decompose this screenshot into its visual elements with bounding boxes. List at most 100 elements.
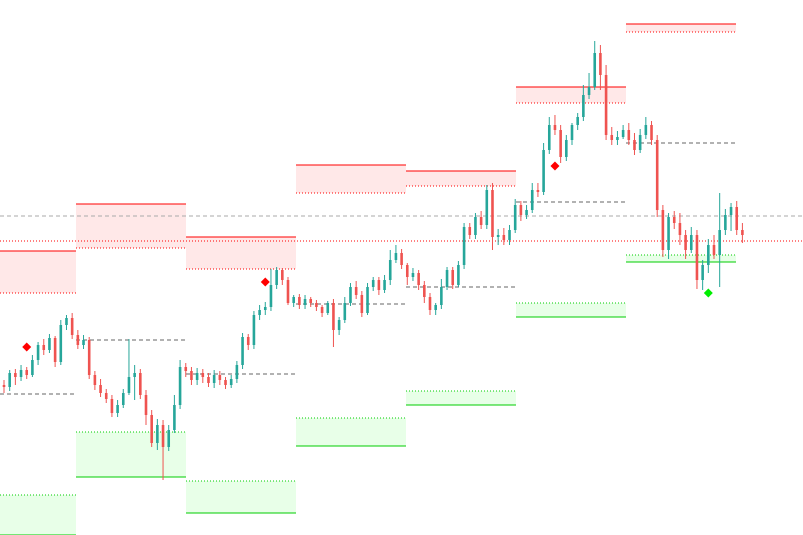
- candle-up: [195, 373, 199, 380]
- candle-down: [610, 135, 614, 140]
- candle-up: [121, 393, 125, 405]
- candle-up: [525, 210, 528, 215]
- candle-up: [229, 379, 233, 385]
- candle-up: [82, 340, 85, 345]
- support-zone: [296, 418, 406, 446]
- candle-up: [19, 370, 23, 377]
- sell-signal-marker: [22, 342, 32, 352]
- candle-down: [741, 230, 744, 235]
- sell-signal-marker: [260, 277, 270, 287]
- candle-down: [599, 53, 602, 75]
- candle-up: [411, 273, 415, 277]
- candle-down: [627, 130, 631, 140]
- candle-down: [139, 373, 142, 395]
- candle-up: [212, 375, 216, 383]
- support-zone: [406, 391, 516, 405]
- candle-down: [190, 371, 193, 380]
- resistance-zone: [516, 87, 626, 103]
- candle-up: [156, 425, 159, 443]
- candle-up: [644, 125, 648, 135]
- candle-down: [661, 210, 665, 250]
- candle-up: [667, 217, 670, 250]
- candle-up: [587, 87, 591, 95]
- zones-layer: [0, 24, 736, 535]
- candle-down: [417, 273, 420, 285]
- candle-down: [218, 375, 222, 380]
- support-zone: [516, 303, 626, 317]
- candle-up: [724, 215, 727, 230]
- candle-up: [337, 320, 341, 330]
- candle-up: [508, 230, 511, 240]
- candle-down: [536, 190, 540, 192]
- candle-up: [292, 297, 295, 303]
- candle-down: [354, 287, 358, 295]
- candle-up: [701, 265, 704, 280]
- candle-up: [485, 190, 489, 225]
- candles-layer: [2, 41, 744, 480]
- candle-up: [133, 373, 136, 377]
- candle-down: [14, 373, 17, 377]
- candle-up: [31, 360, 34, 375]
- candle-up: [576, 117, 579, 125]
- candle-down: [286, 280, 290, 303]
- candle-down: [735, 207, 739, 230]
- candle-down: [377, 280, 381, 290]
- candle-down: [201, 373, 205, 377]
- candle-up: [570, 125, 574, 140]
- support-zone: [626, 255, 736, 262]
- resistance-zone: [76, 204, 186, 248]
- candle-down: [25, 370, 29, 375]
- buy-signal-marker: [703, 288, 713, 298]
- candle-up: [729, 207, 733, 215]
- candle-up: [707, 245, 710, 265]
- candle-up: [718, 230, 721, 255]
- candle-down: [76, 335, 80, 345]
- candle-down: [519, 205, 523, 215]
- candle-down: [99, 385, 102, 393]
- candle-down: [246, 337, 250, 345]
- candle-up: [371, 280, 375, 287]
- candle-up: [241, 337, 244, 365]
- candle-down: [633, 140, 636, 150]
- candle-up: [474, 217, 477, 235]
- candle-down: [309, 299, 313, 303]
- candle-down: [468, 227, 472, 235]
- candle-up: [258, 310, 261, 315]
- candle-up: [167, 430, 171, 447]
- candle-up: [116, 405, 119, 413]
- candle-up: [616, 137, 619, 140]
- candle-up: [530, 190, 534, 210]
- markers-layer: [22, 161, 713, 352]
- candle-down: [479, 217, 483, 225]
- candle-down: [604, 75, 608, 135]
- candle-down: [553, 125, 557, 130]
- candle-up: [621, 130, 625, 137]
- candle-down: [150, 415, 153, 443]
- candle-down: [104, 393, 108, 399]
- candle-up: [8, 373, 11, 387]
- candle-down: [405, 265, 409, 277]
- candle-up: [547, 125, 551, 150]
- support-zone: [0, 495, 76, 535]
- candle-up: [638, 135, 642, 150]
- candle-up: [582, 95, 585, 117]
- candle-down: [53, 338, 57, 362]
- candle-down: [87, 340, 91, 375]
- candle-up: [593, 53, 597, 87]
- candle-down: [712, 245, 716, 255]
- candle-up: [383, 280, 386, 290]
- candle-down: [360, 295, 364, 313]
- candle-down: [207, 377, 210, 383]
- candle-up: [388, 260, 392, 280]
- candle-up: [275, 270, 278, 285]
- candle-down: [320, 307, 324, 313]
- candle-down: [332, 303, 335, 330]
- candle-down: [428, 297, 432, 310]
- candle-up: [303, 299, 307, 305]
- candle-down: [400, 253, 403, 265]
- support-zone: [186, 481, 296, 513]
- candle-down: [672, 217, 676, 223]
- candle-down: [224, 380, 227, 385]
- candle-up: [434, 305, 437, 310]
